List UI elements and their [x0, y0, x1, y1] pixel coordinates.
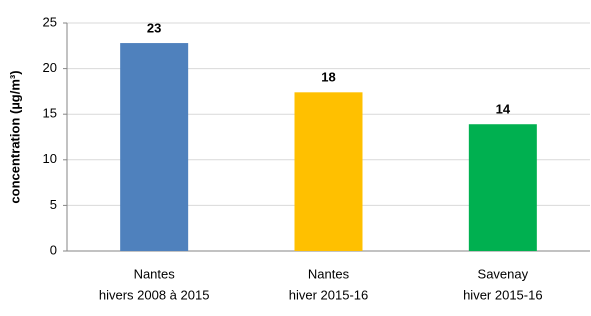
value-label: 14: [496, 102, 511, 117]
x-tick-label: Nantes: [134, 266, 176, 281]
bar: [120, 43, 189, 252]
x-tick-label: hiver 2015-16: [463, 287, 543, 302]
y-tick-label: 15: [43, 106, 57, 121]
x-tick-label: Savenay: [478, 266, 529, 281]
x-tick-label: hiver 2015-16: [289, 287, 369, 302]
value-label: 18: [321, 70, 335, 85]
y-tick-label: 10: [43, 151, 57, 166]
x-tick-label: hivers 2008 à 2015: [99, 287, 210, 302]
value-label: 23: [147, 21, 161, 36]
y-tick-label: 5: [50, 197, 57, 212]
y-tick-label: 25: [43, 14, 57, 29]
x-tick-label: Nantes: [308, 266, 350, 281]
y-tick-label: 20: [43, 60, 57, 75]
bar: [294, 92, 363, 251]
bar: [468, 124, 537, 251]
y-tick-label: 0: [50, 242, 57, 257]
y-axis-label: concentration (µg/m³): [7, 70, 22, 203]
